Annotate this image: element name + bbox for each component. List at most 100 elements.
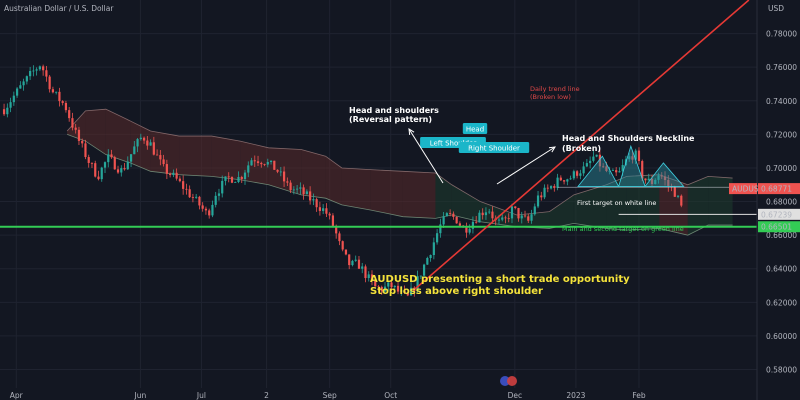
candle-body <box>325 208 328 214</box>
candle-body <box>29 70 32 77</box>
cloud-segment <box>179 136 212 177</box>
candle-body <box>182 181 185 189</box>
candle-body <box>282 171 286 182</box>
candle-body <box>110 154 113 158</box>
candle-body <box>318 207 321 211</box>
cloud-segment <box>268 147 302 195</box>
candle-body <box>481 212 484 216</box>
candle-body <box>660 175 663 177</box>
candle-body <box>296 188 299 190</box>
candle-body <box>380 286 383 292</box>
candle-body <box>253 160 256 162</box>
candle-body <box>149 142 152 146</box>
candle-body <box>139 137 142 140</box>
candle-body <box>533 206 536 215</box>
cloud-segment <box>549 194 574 229</box>
cloud-segment <box>301 149 326 199</box>
candle-body <box>507 218 510 220</box>
neckline-subtitle: (Broken) <box>562 144 601 153</box>
candle-body <box>562 180 566 182</box>
x-tick-label: Apr <box>10 391 24 400</box>
candle-body <box>243 172 247 180</box>
y-tick-label: 0.78000 <box>766 30 797 39</box>
candle-body <box>97 176 100 180</box>
candle-body <box>312 199 315 201</box>
cloud-segment <box>626 174 660 231</box>
candle-body <box>162 159 165 165</box>
candle-body <box>208 210 211 216</box>
candle-body <box>432 242 435 256</box>
symbol-tag: AUDUSD <box>732 185 765 194</box>
candle-body <box>256 161 260 163</box>
y-tick-label: 0.58000 <box>766 366 797 375</box>
candle-body <box>9 102 12 108</box>
candle-body <box>107 154 110 163</box>
candle-body <box>374 280 377 287</box>
cloud-segment <box>451 184 481 222</box>
candle-body <box>77 129 81 141</box>
candle-body <box>61 101 64 103</box>
candle-body <box>338 233 341 242</box>
candle-body <box>370 274 374 281</box>
candle-body <box>113 157 116 170</box>
candle-body <box>546 187 549 189</box>
candle-body <box>299 187 302 189</box>
y-tick-label: 0.60000 <box>766 332 797 341</box>
candle-body <box>523 215 527 217</box>
candle-body <box>644 178 647 181</box>
candle-body <box>634 150 637 160</box>
candle-body <box>390 282 393 288</box>
cloud-segment <box>659 174 688 236</box>
candle-body <box>569 178 572 180</box>
candle-body <box>87 157 90 163</box>
cloud-segment <box>606 176 627 231</box>
candle-body <box>465 227 468 233</box>
cloud-segment <box>435 173 452 219</box>
y-tick-label: 0.68000 <box>766 198 797 207</box>
candle-body <box>237 176 240 182</box>
candle-body <box>292 189 295 191</box>
candle-body <box>74 127 77 130</box>
candle-body <box>221 180 224 194</box>
x-tick-label: Oct <box>384 391 397 400</box>
candle-body <box>579 173 582 176</box>
candle-body <box>165 164 168 174</box>
candle-body <box>598 154 602 167</box>
y-tick-label: 0.76000 <box>766 63 797 72</box>
last-price-tag-bg <box>758 183 800 195</box>
grid <box>0 0 757 388</box>
candle-body <box>185 188 188 190</box>
candle-body <box>129 154 133 162</box>
candle-body <box>12 95 15 103</box>
candle-body <box>673 187 676 197</box>
candle-body <box>19 85 22 89</box>
candle-body <box>35 69 38 71</box>
candle-body <box>458 223 461 226</box>
candle-body <box>188 189 191 198</box>
x-tick-label: Feb <box>632 391 646 400</box>
cloud-segment <box>240 141 269 185</box>
candle-body <box>602 166 605 168</box>
neckline-arrow-head <box>548 146 556 153</box>
candle-body <box>618 171 621 173</box>
candle-body <box>439 224 442 234</box>
candle-body <box>123 168 126 170</box>
candle-body <box>387 282 390 287</box>
candle-body <box>647 178 650 181</box>
pattern-title: Head and shoulders <box>349 106 439 115</box>
candle-body <box>94 163 97 177</box>
candle-body <box>621 165 624 172</box>
cloud-segment <box>325 156 342 205</box>
candle-body <box>449 213 452 214</box>
candle-body <box>155 154 159 156</box>
candle-body <box>357 259 361 269</box>
candle-body <box>217 193 221 196</box>
candle-body <box>195 196 198 198</box>
y-tick-label: 0.70000 <box>766 164 797 173</box>
candle-body <box>211 204 214 216</box>
candle-body <box>142 137 146 141</box>
candle-body <box>409 287 413 296</box>
candle-body <box>497 219 501 221</box>
candle-body <box>429 255 432 259</box>
